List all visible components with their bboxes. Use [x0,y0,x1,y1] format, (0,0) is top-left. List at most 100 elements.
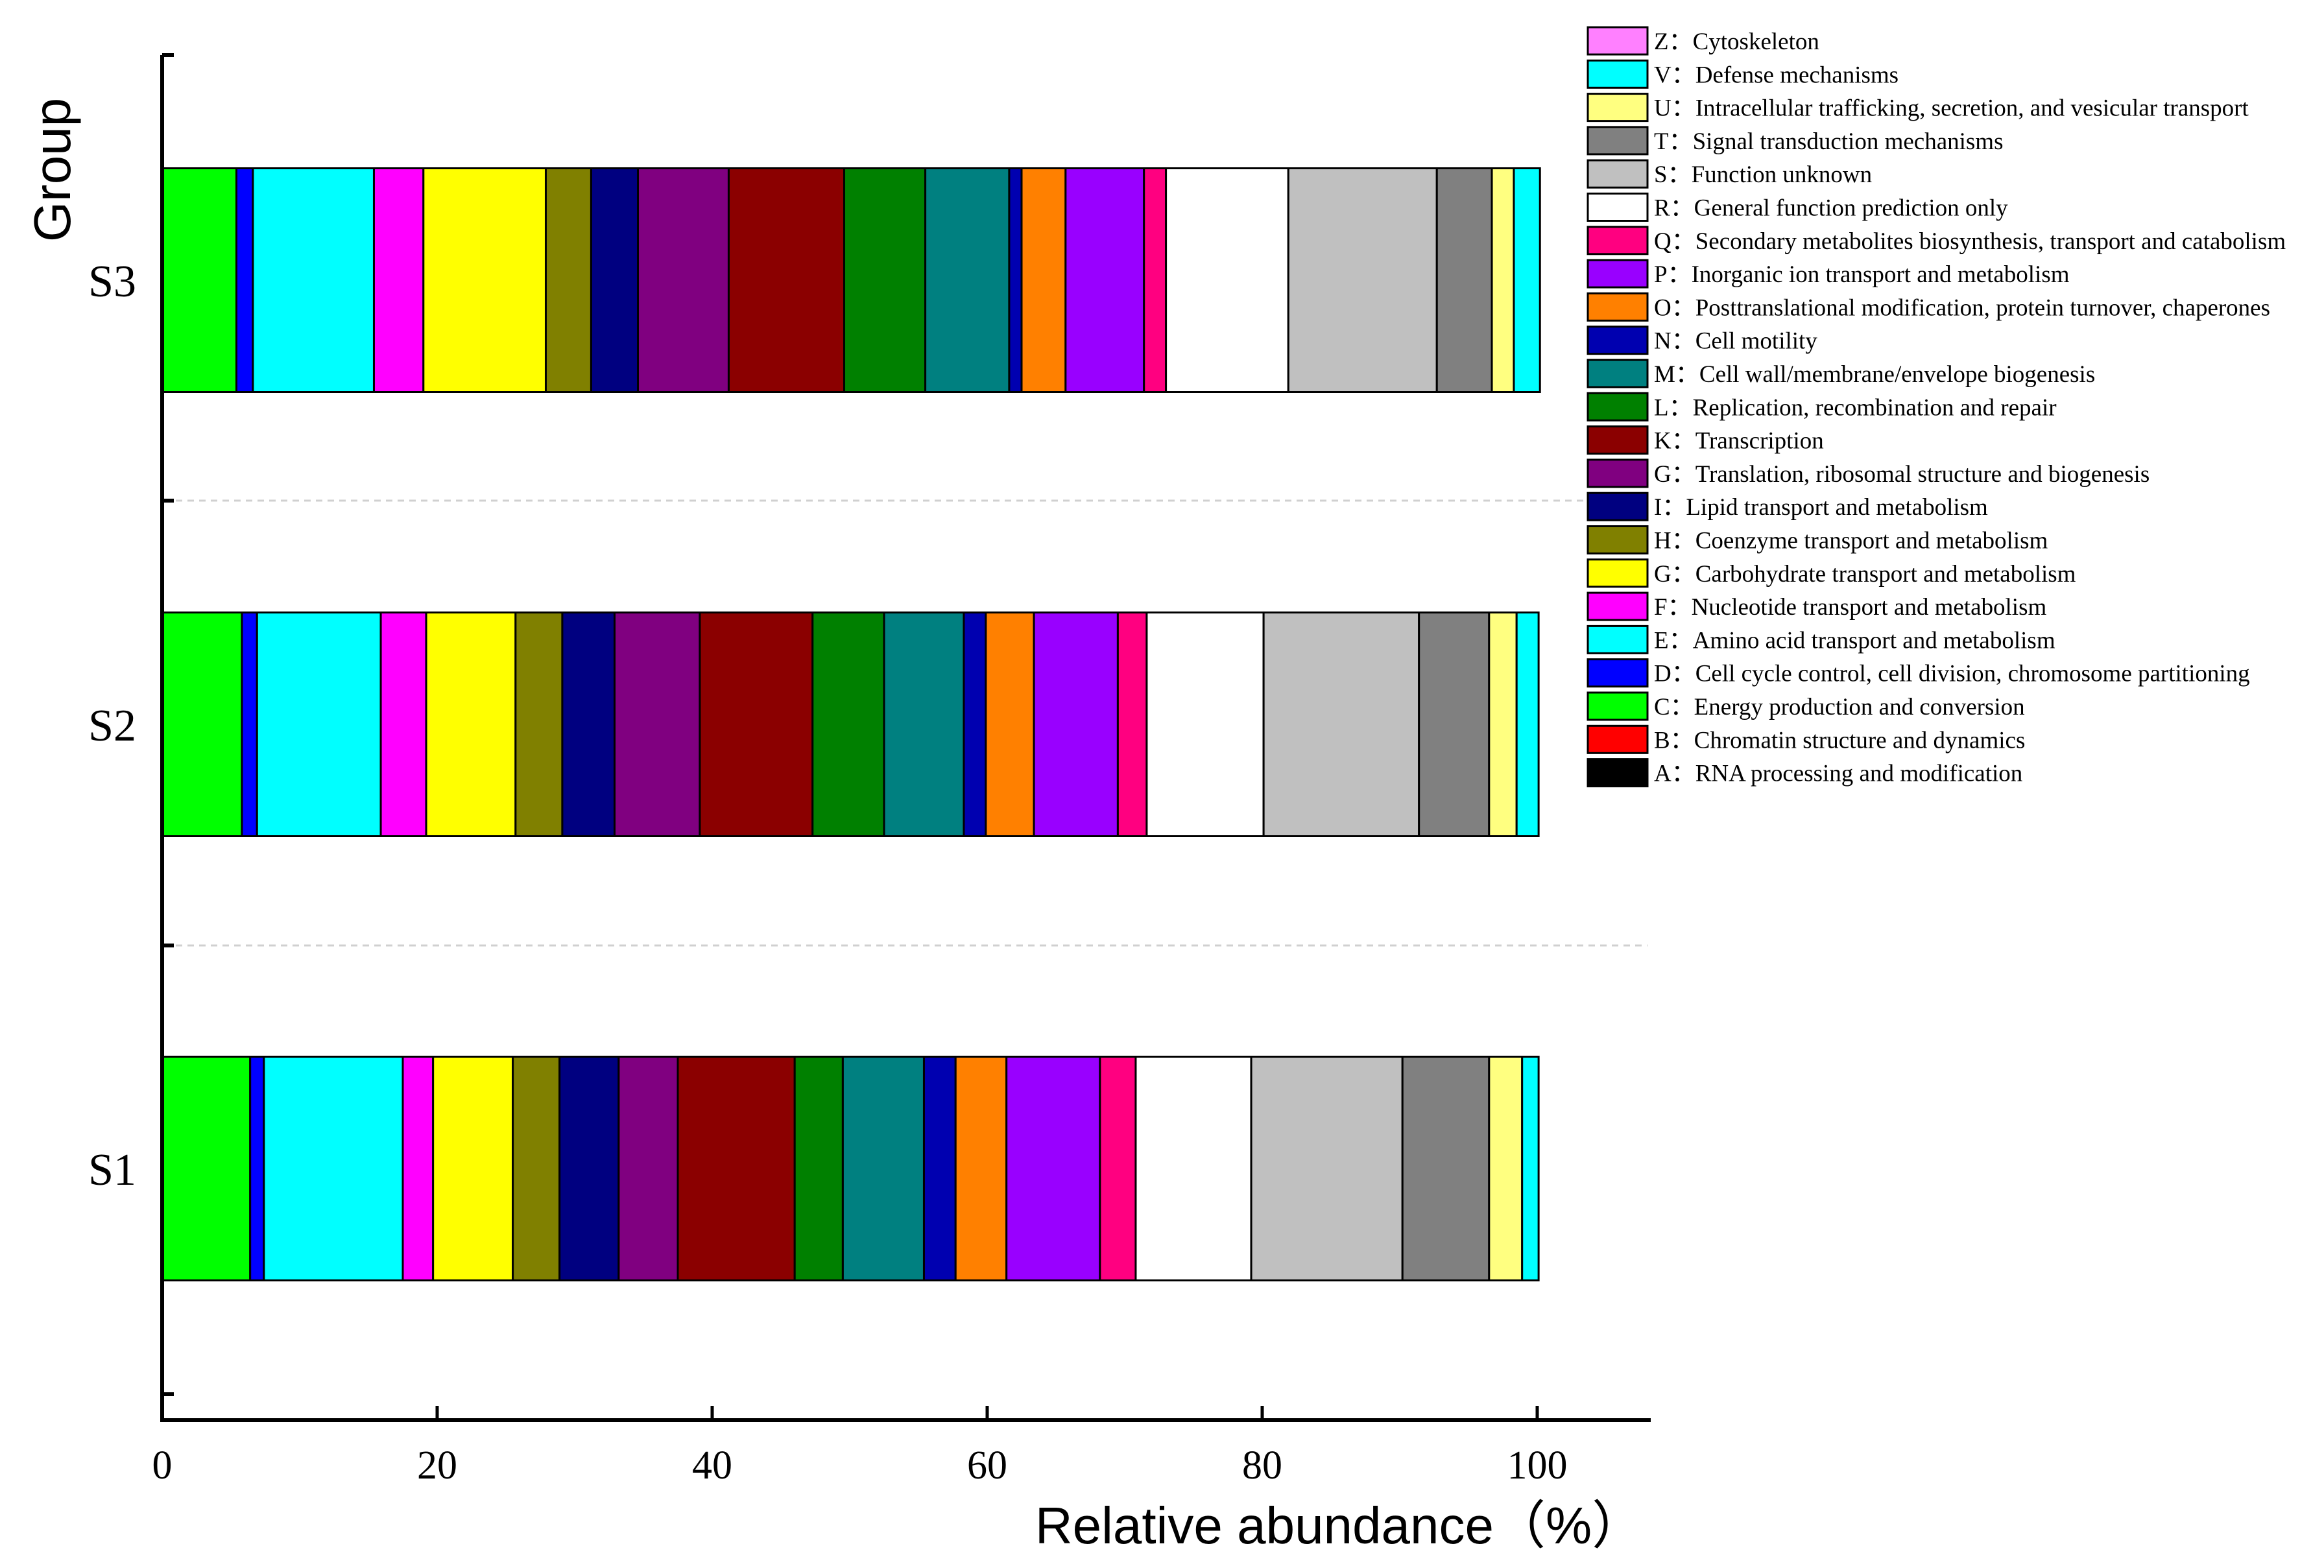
x-tick-label-60: 60 [967,1443,1007,1488]
x-tick-label-20: 20 [417,1443,457,1488]
grid-lines [164,499,1647,947]
category-label-s3: S3 [88,257,136,307]
legend-swatch-9 [1587,326,1649,355]
legend-swatch-5 [1587,193,1649,222]
y-axis-title: Group [23,98,81,242]
bar-segment-s3-13 [1008,167,1023,393]
bar-segment-s3-21 [1513,167,1541,393]
ticks: 0 20 40 60 80 100 [152,53,1568,1488]
bar-segment-s2-13 [963,612,987,837]
bar-segment-s1-5 [401,1056,435,1281]
bar-segment-s1-6 [432,1056,514,1281]
bar-segment-s2-16 [1116,612,1148,837]
bar-segment-s1-14 [954,1056,1008,1281]
category-labels: S1 S2 S3 [88,257,136,1195]
legend-label-10: M：Cell wall/membrane/envelope biogenesis [1654,361,2095,388]
legend-swatch-6 [1587,226,1649,255]
bar-segment-s2-4 [256,612,382,837]
bar-segment-s1-20 [1488,1056,1524,1281]
bars [161,167,1541,1281]
legend-label-19: D：Cell cycle control, cell division, chr… [1654,661,2250,687]
legend-label-6: Q：Secondary metabolites biosynthesis, tr… [1654,228,2286,255]
legend-label-4: S：Function unknown [1654,161,1872,188]
bar-segment-s3-3 [235,167,254,393]
legend-swatch-20 [1587,691,1649,721]
legend-swatch-1 [1587,59,1649,89]
legend-swatch-8 [1587,292,1649,322]
category-label-s1: S1 [88,1145,136,1195]
bar-segment-s3-12 [924,167,1011,393]
bar-segment-s2-9 [613,612,701,837]
bar-segment-s1-2 [161,1056,252,1281]
bar-segment-s2-6 [425,612,517,837]
bar-segment-s2-17 [1145,612,1265,837]
legend-label-9: N：Cell motility [1654,328,1817,355]
x-tick-label-100: 100 [1507,1443,1568,1488]
legend-swatch-3 [1587,126,1649,156]
legend-swatch-19 [1587,658,1649,688]
legend-label-13: G：Translation, ribosomal structure and b… [1654,461,2150,488]
legend-label-16: G：Carbohydrate transport and metabolism [1654,561,2076,588]
bar-segment-s1-3 [249,1056,265,1281]
bar-segment-s2-10 [699,612,814,837]
category-label-s2: S2 [88,701,136,751]
bar-segment-s3-19 [1435,167,1493,393]
bar-segment-s1-19 [1401,1056,1491,1281]
legend-label-20: C：Energy production and conversion [1654,694,2025,720]
bar-segment-s3-10 [727,167,846,393]
bar-segment-s2-15 [1033,612,1119,837]
legend-label-2: U：Intracellular trafficking, secretion, … [1654,95,2249,122]
bar-segment-s3-4 [252,167,375,393]
bar-segment-s3-14 [1020,167,1067,393]
bar-segment-s2-2 [161,612,243,837]
bar-segment-s2-21 [1515,612,1540,837]
x-tick-label-80: 80 [1242,1443,1282,1488]
legend-label-22: A：RNA processing and modification [1654,761,2022,787]
x-tick-label-0: 0 [152,1443,173,1488]
bar-segment-s3-11 [843,167,927,393]
bar-segment-s1-7 [512,1056,561,1281]
bar-segment-s2-3 [241,612,258,837]
bar-segment-s3-9 [637,167,730,393]
legend-label-7: P：Inorganic ion transport and metabolism [1654,261,2070,288]
legend-swatch-16 [1587,558,1649,588]
legend-swatch-22 [1587,758,1649,788]
bar-segment-s2-8 [561,612,616,837]
legend-label-18: E：Amino acid transport and metabolism [1654,627,2055,654]
legend-label-12: K：Transcription [1654,428,1824,455]
legend-swatch-11 [1587,392,1649,422]
bar-segment-s3-16 [1143,167,1168,393]
bar-segment-s1-8 [558,1056,620,1281]
legend-label-1: V：Defense mechanisms [1654,62,1899,88]
bar-segment-s3-5 [372,167,425,393]
legend-swatch-2 [1587,93,1649,123]
bar-segment-s1-10 [677,1056,796,1281]
bar-segment-s2-11 [811,612,885,837]
bar-segment-s3-8 [590,167,640,393]
bar-segment-s1-11 [793,1056,844,1281]
bar-segment-s2-5 [379,612,427,837]
bar-segment-s2-7 [514,612,564,837]
legend-swatch-15 [1587,525,1649,554]
legend-label-17: F：Nucleotide transport and metabolism [1654,594,2046,621]
legend-label-3: T：Signal transduction mechanisms [1654,128,2003,155]
bar-segment-s3-7 [544,167,592,393]
legend-swatch-13 [1587,458,1649,488]
bar-segment-s3-2 [161,167,237,393]
bar-segment-s2-20 [1488,612,1518,837]
bar-segment-s1-12 [841,1056,925,1281]
legend-swatch-10 [1587,359,1649,388]
legend-swatch-0 [1587,26,1649,56]
bar-segment-s1-21 [1521,1056,1540,1281]
bar-segment-s2-18 [1262,612,1420,837]
bar-segment-s3-20 [1491,167,1515,393]
legend-label-15: H：Coenzyme transport and metabolism [1654,528,2048,554]
bar-segment-s1-16 [1099,1056,1137,1281]
legend-label-14: I：Lipid transport and metabolism [1654,494,1988,521]
legend-swatch-17 [1587,591,1649,621]
legend-swatch-12 [1587,425,1649,455]
bar-segment-s3-6 [422,167,547,393]
legend-label-8: O：Posttranslational modification, protei… [1654,294,2270,321]
x-axis-title: Relative abundance（%） [1035,1497,1644,1554]
